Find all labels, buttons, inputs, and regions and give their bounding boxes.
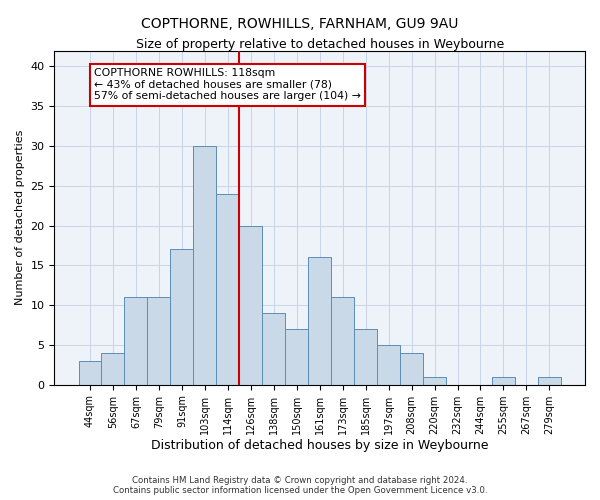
Bar <box>285 329 308 384</box>
Bar <box>538 377 561 384</box>
Bar <box>262 313 285 384</box>
Bar <box>354 329 377 384</box>
Bar <box>400 353 423 384</box>
Text: Contains HM Land Registry data © Crown copyright and database right 2024.
Contai: Contains HM Land Registry data © Crown c… <box>113 476 487 495</box>
Bar <box>492 377 515 384</box>
Bar <box>217 194 239 384</box>
Bar <box>148 297 170 384</box>
X-axis label: Distribution of detached houses by size in Weybourne: Distribution of detached houses by size … <box>151 440 488 452</box>
Bar <box>124 297 148 384</box>
Y-axis label: Number of detached properties: Number of detached properties <box>15 130 25 306</box>
Text: COPTHORNE ROWHILLS: 118sqm
← 43% of detached houses are smaller (78)
57% of semi: COPTHORNE ROWHILLS: 118sqm ← 43% of deta… <box>94 68 361 101</box>
Bar <box>239 226 262 384</box>
Bar <box>423 377 446 384</box>
Bar <box>377 345 400 385</box>
Bar <box>170 250 193 384</box>
Title: Size of property relative to detached houses in Weybourne: Size of property relative to detached ho… <box>136 38 504 51</box>
Bar <box>331 297 354 384</box>
Text: COPTHORNE, ROWHILLS, FARNHAM, GU9 9AU: COPTHORNE, ROWHILLS, FARNHAM, GU9 9AU <box>142 18 458 32</box>
Bar <box>193 146 217 384</box>
Bar <box>101 353 124 384</box>
Bar <box>308 258 331 384</box>
Bar <box>79 361 101 384</box>
